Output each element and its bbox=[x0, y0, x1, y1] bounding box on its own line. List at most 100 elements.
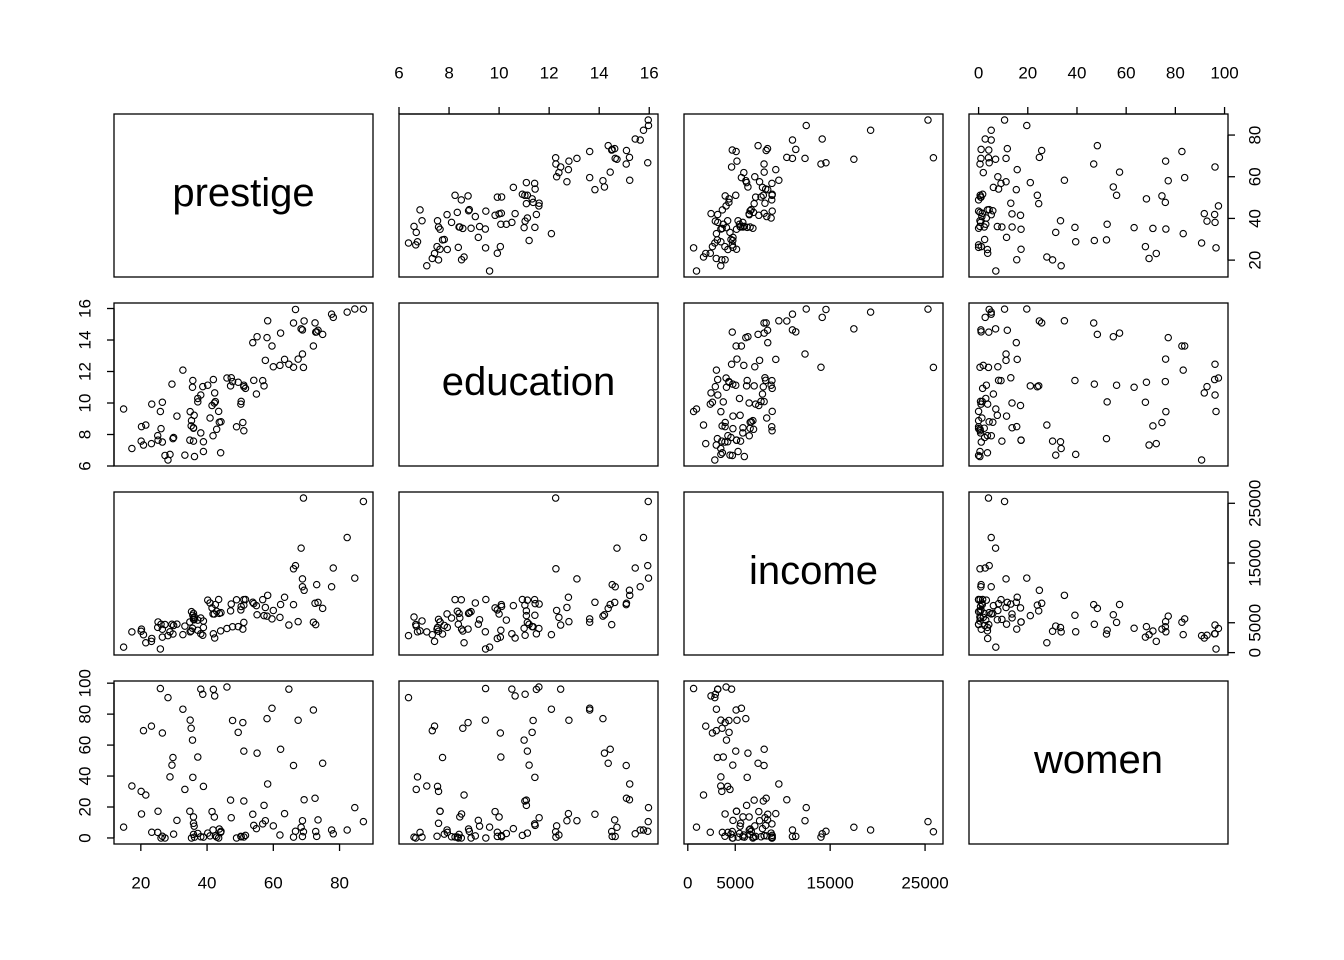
point bbox=[464, 609, 473, 618]
point bbox=[471, 212, 480, 221]
point bbox=[1142, 378, 1151, 386]
point bbox=[977, 326, 985, 334]
point bbox=[228, 716, 237, 725]
point bbox=[643, 827, 652, 836]
point bbox=[1164, 176, 1172, 185]
point bbox=[276, 329, 285, 337]
point bbox=[298, 575, 307, 583]
point bbox=[974, 424, 983, 433]
point bbox=[227, 374, 235, 382]
point bbox=[1214, 624, 1223, 633]
point bbox=[701, 249, 710, 258]
point bbox=[768, 191, 776, 200]
point bbox=[613, 155, 621, 163]
point bbox=[250, 376, 258, 385]
point bbox=[187, 416, 196, 425]
point bbox=[1016, 211, 1025, 220]
point bbox=[591, 810, 599, 818]
point bbox=[239, 718, 247, 727]
point bbox=[762, 212, 771, 221]
point bbox=[761, 199, 769, 207]
point bbox=[729, 834, 737, 842]
point bbox=[253, 332, 261, 341]
point bbox=[724, 245, 732, 254]
point bbox=[1008, 399, 1016, 407]
point bbox=[758, 824, 767, 833]
point bbox=[1007, 600, 1015, 608]
point bbox=[1149, 224, 1157, 233]
point bbox=[866, 308, 875, 316]
point bbox=[179, 630, 187, 639]
point bbox=[985, 159, 993, 167]
point bbox=[465, 205, 474, 214]
point bbox=[474, 620, 483, 628]
point bbox=[189, 437, 198, 445]
point bbox=[564, 809, 573, 818]
point bbox=[625, 591, 634, 600]
point bbox=[718, 256, 726, 264]
point bbox=[216, 627, 225, 635]
point bbox=[300, 586, 308, 595]
point bbox=[722, 683, 730, 691]
point bbox=[733, 716, 741, 725]
point bbox=[976, 208, 984, 217]
point bbox=[157, 834, 165, 842]
point bbox=[712, 705, 721, 713]
point bbox=[443, 623, 452, 632]
point bbox=[289, 833, 298, 841]
point bbox=[1003, 144, 1012, 153]
point bbox=[613, 544, 621, 552]
point bbox=[276, 745, 285, 753]
point bbox=[158, 438, 167, 446]
point bbox=[263, 317, 272, 325]
point bbox=[606, 168, 614, 176]
point bbox=[1002, 177, 1010, 186]
point bbox=[725, 198, 733, 207]
point bbox=[991, 155, 1000, 163]
point bbox=[644, 121, 653, 130]
point bbox=[992, 643, 1000, 651]
point bbox=[866, 826, 875, 834]
point bbox=[508, 685, 516, 693]
point bbox=[749, 833, 758, 841]
point bbox=[976, 452, 984, 461]
point bbox=[1071, 223, 1079, 232]
point bbox=[606, 745, 614, 753]
point bbox=[732, 245, 741, 254]
point bbox=[240, 595, 248, 604]
point bbox=[692, 267, 701, 275]
point bbox=[511, 209, 519, 218]
point bbox=[497, 753, 505, 761]
point bbox=[294, 617, 302, 626]
point bbox=[699, 421, 708, 429]
point bbox=[989, 206, 997, 215]
point bbox=[285, 621, 293, 629]
point bbox=[723, 216, 732, 225]
point bbox=[214, 407, 223, 416]
point bbox=[1103, 398, 1111, 406]
point bbox=[434, 627, 443, 635]
point bbox=[994, 363, 1002, 371]
point bbox=[137, 627, 145, 635]
point bbox=[639, 126, 648, 135]
point bbox=[1164, 333, 1172, 342]
point bbox=[755, 807, 763, 816]
point bbox=[260, 801, 268, 810]
point bbox=[983, 623, 992, 632]
point bbox=[1007, 374, 1015, 382]
point bbox=[985, 561, 993, 570]
point bbox=[311, 827, 320, 836]
point bbox=[711, 693, 719, 702]
point bbox=[1141, 242, 1150, 251]
point bbox=[187, 422, 195, 430]
point bbox=[721, 718, 729, 727]
point bbox=[190, 452, 199, 461]
point bbox=[607, 620, 616, 629]
point bbox=[610, 598, 619, 607]
point bbox=[276, 831, 284, 839]
point bbox=[186, 436, 194, 444]
point bbox=[981, 564, 989, 572]
point bbox=[1112, 618, 1121, 627]
point bbox=[481, 716, 490, 724]
point bbox=[639, 533, 648, 542]
